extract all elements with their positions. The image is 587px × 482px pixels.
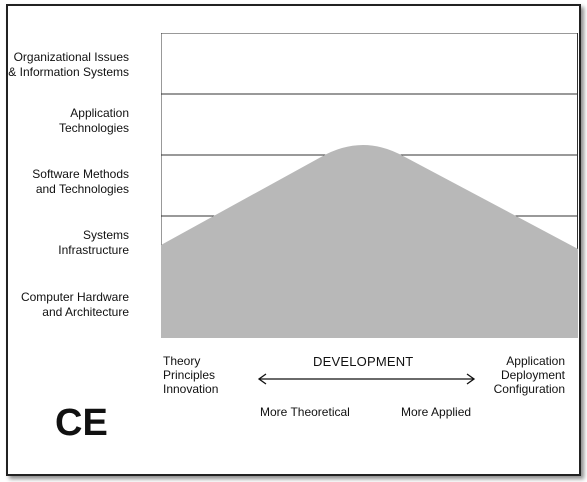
plot-area xyxy=(161,33,578,338)
diagram-frame: Organizational Issues & Information Syst… xyxy=(6,4,581,476)
row-label-line: Computer Hardware xyxy=(20,290,129,304)
right-axis-line: Application xyxy=(506,354,565,368)
row-label-hardware: Computer Hardware and Architecture xyxy=(0,290,129,320)
right-axis-line: Deployment xyxy=(500,368,565,382)
left-axis-line: Innovation xyxy=(163,382,219,396)
row-label-software: Software Methods and Technologies xyxy=(0,167,129,197)
row-label-line: & Information Systems xyxy=(8,65,129,79)
row-label-systems: Systems Infrastructure xyxy=(0,228,129,258)
row-label-organizational: Organizational Issues & Information Syst… xyxy=(0,50,129,80)
row-label-line: Technologies xyxy=(58,121,129,135)
left-axis-label: Theory Principles Innovation xyxy=(163,354,218,396)
row-label-application: Application Technologies xyxy=(0,106,129,136)
plot-svg xyxy=(161,33,578,338)
more-applied-label: More Applied xyxy=(401,405,472,419)
right-axis-label: Application Deployment Configuration xyxy=(494,354,565,396)
row-label-line: and Technologies xyxy=(35,182,129,196)
row-label-line: Systems xyxy=(82,228,129,242)
more-theoretical-label: More Theoretical xyxy=(260,405,350,419)
row-label-line: Infrastructure xyxy=(58,243,129,257)
double-arrow-icon xyxy=(257,373,476,385)
discipline-profile-area xyxy=(161,145,578,338)
development-label: DEVELOPMENT xyxy=(313,354,414,369)
left-axis-line: Principles xyxy=(163,368,216,382)
row-label-line: Organizational Issues xyxy=(13,50,129,64)
left-axis-line: Theory xyxy=(163,354,201,368)
row-label-line: Application xyxy=(70,106,129,120)
right-axis-line: Configuration xyxy=(493,382,565,396)
row-label-line: and Architecture xyxy=(42,305,129,319)
row-label-line: Software Methods xyxy=(32,167,129,181)
discipline-title: CE xyxy=(55,402,108,444)
